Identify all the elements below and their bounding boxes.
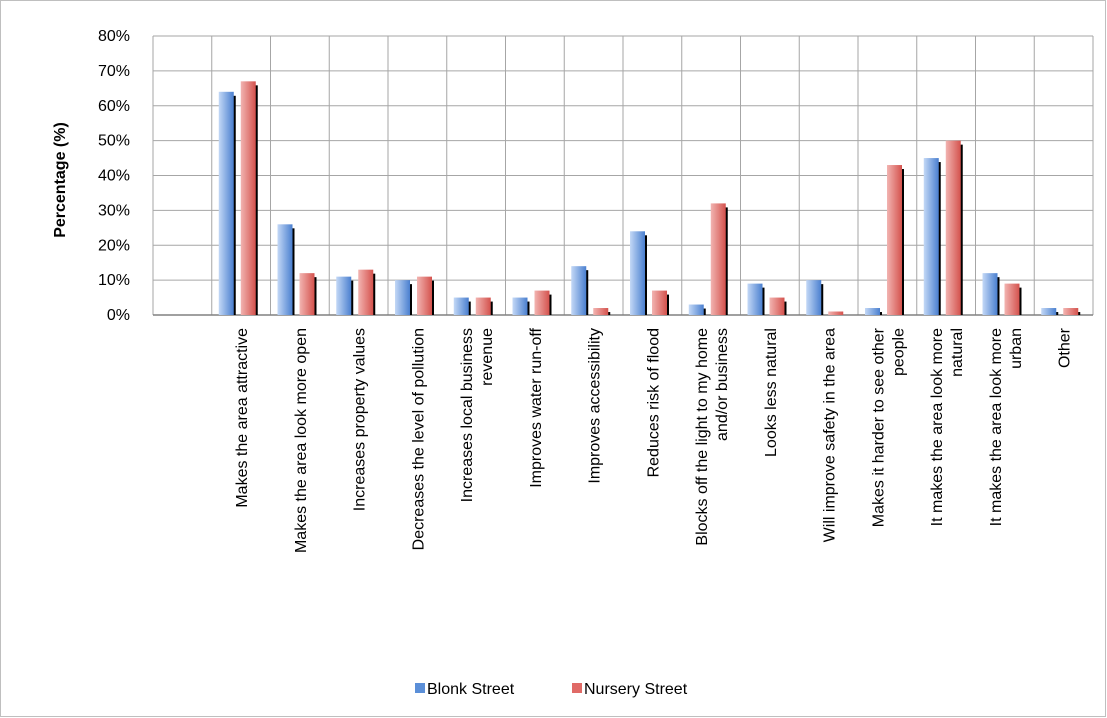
x-category-label: Improves accessibility <box>587 328 604 484</box>
bar-nursery-street <box>828 311 844 315</box>
bar-blonk-street <box>923 158 939 315</box>
svg-text:Will improve safety in the are: Will improve safety in the area <box>822 328 839 542</box>
x-category-label: It makes the area look more natural <box>929 328 966 526</box>
bar-blonk-street <box>218 91 234 315</box>
y-tick-label: 20% <box>98 237 130 254</box>
bar-blonk-street <box>806 280 822 315</box>
x-category-label: Makes the area look more open <box>293 328 310 553</box>
bar-blonk-street <box>688 304 704 315</box>
y-axis-label: Percentage (%) <box>52 122 69 238</box>
x-category-label: Looks less natural <box>763 328 780 457</box>
bar-blonk-street <box>395 280 410 315</box>
bar-nursery-street <box>945 140 961 315</box>
svg-text:Improves accessibility: Improves accessibility <box>587 328 604 484</box>
bar-nursery-street <box>534 290 550 315</box>
y-tick-label: 40% <box>98 168 130 185</box>
bar-nursery-street <box>593 308 609 315</box>
svg-text:Reduces risk of flood: Reduces risk of flood <box>645 328 662 477</box>
bar-blonk-street <box>453 297 469 315</box>
svg-text:Decreases the level of polluti: Decreases the level of pollution <box>410 328 427 550</box>
x-category-label: Increases local business revenue <box>459 328 496 502</box>
x-category-label: Increases property values <box>352 328 369 511</box>
bar-blonk-street <box>1041 308 1057 315</box>
y-tick-label: 60% <box>98 98 130 115</box>
bar-blonk-street <box>865 308 880 315</box>
bar-nursery-street <box>1004 283 1020 315</box>
legend-label-nursery: Nursery Street <box>584 681 688 698</box>
x-axis-labels: Makes the area attractive Makes the area … <box>234 327 1074 553</box>
legend-swatch-nursery <box>572 683 582 693</box>
bar-nursery-street <box>769 297 785 315</box>
bar-nursery-street <box>417 276 432 315</box>
legend-label-blonk: Blonk Street <box>427 681 515 698</box>
bar-nursery-street <box>887 165 902 315</box>
x-category-label: Makes the area attractive <box>234 328 251 508</box>
y-tick-label: 50% <box>98 133 130 150</box>
bar-blonk-street <box>277 224 293 315</box>
bar-nursery-street <box>358 269 374 315</box>
y-tick-label: 10% <box>98 272 130 289</box>
x-category-label: Decreases the level of pollution <box>410 328 427 550</box>
x-category-label: Will improve safety in the area <box>822 328 839 542</box>
svg-text:Improves water run-off: Improves water run-off <box>528 327 545 487</box>
bar-nursery-street <box>710 203 726 315</box>
legend-swatch-blonk <box>415 683 425 693</box>
svg-text:Other: Other <box>1057 327 1074 368</box>
y-tick-label: 80% <box>98 28 130 45</box>
x-category-label: Reduces risk of flood <box>645 328 662 477</box>
legend: Blonk Street Nursery Street <box>415 681 688 698</box>
bar-blonk-street <box>336 276 352 315</box>
bar-blonk-street <box>747 283 763 315</box>
bar-blonk-street <box>982 273 998 315</box>
svg-text:Makes the area look more open: Makes the area look more open <box>293 328 310 553</box>
bar-nursery-street <box>652 290 667 315</box>
bar-nursery-street <box>240 81 256 316</box>
x-category-label: Blocks off the light to my home and/or bu… <box>694 328 731 546</box>
svg-text:Looks less natural: Looks less natural <box>763 328 780 457</box>
bar-nursery-street <box>1063 308 1079 315</box>
bar-blonk-street <box>630 231 645 315</box>
x-category-label: Makes it harder to see other people <box>870 327 907 527</box>
bar-blonk-street <box>512 297 528 315</box>
svg-text:Increases property values: Increases property values <box>352 328 369 511</box>
y-tick-label: 0% <box>107 307 130 324</box>
bar-nursery-street <box>299 273 315 315</box>
bars <box>218 81 1081 316</box>
x-category-label: Other <box>1057 327 1074 368</box>
svg-text:Makes the area attractive: Makes the area attractive <box>234 328 251 508</box>
y-axis-ticks: 0% 10% 20% 30% 40% 50% 60% 70% 80% <box>98 28 130 324</box>
x-category-label: It makes the area look more urban <box>988 328 1025 526</box>
x-category-label: Improves water run-off <box>528 327 545 487</box>
y-tick-label: 70% <box>98 63 130 80</box>
bar-blonk-street <box>571 266 587 315</box>
bar-nursery-street <box>475 297 491 315</box>
y-tick-label: 30% <box>98 202 130 219</box>
svg-text:Blocks off the light to my hom: Blocks off the light to my home and/or bu… <box>694 328 731 546</box>
